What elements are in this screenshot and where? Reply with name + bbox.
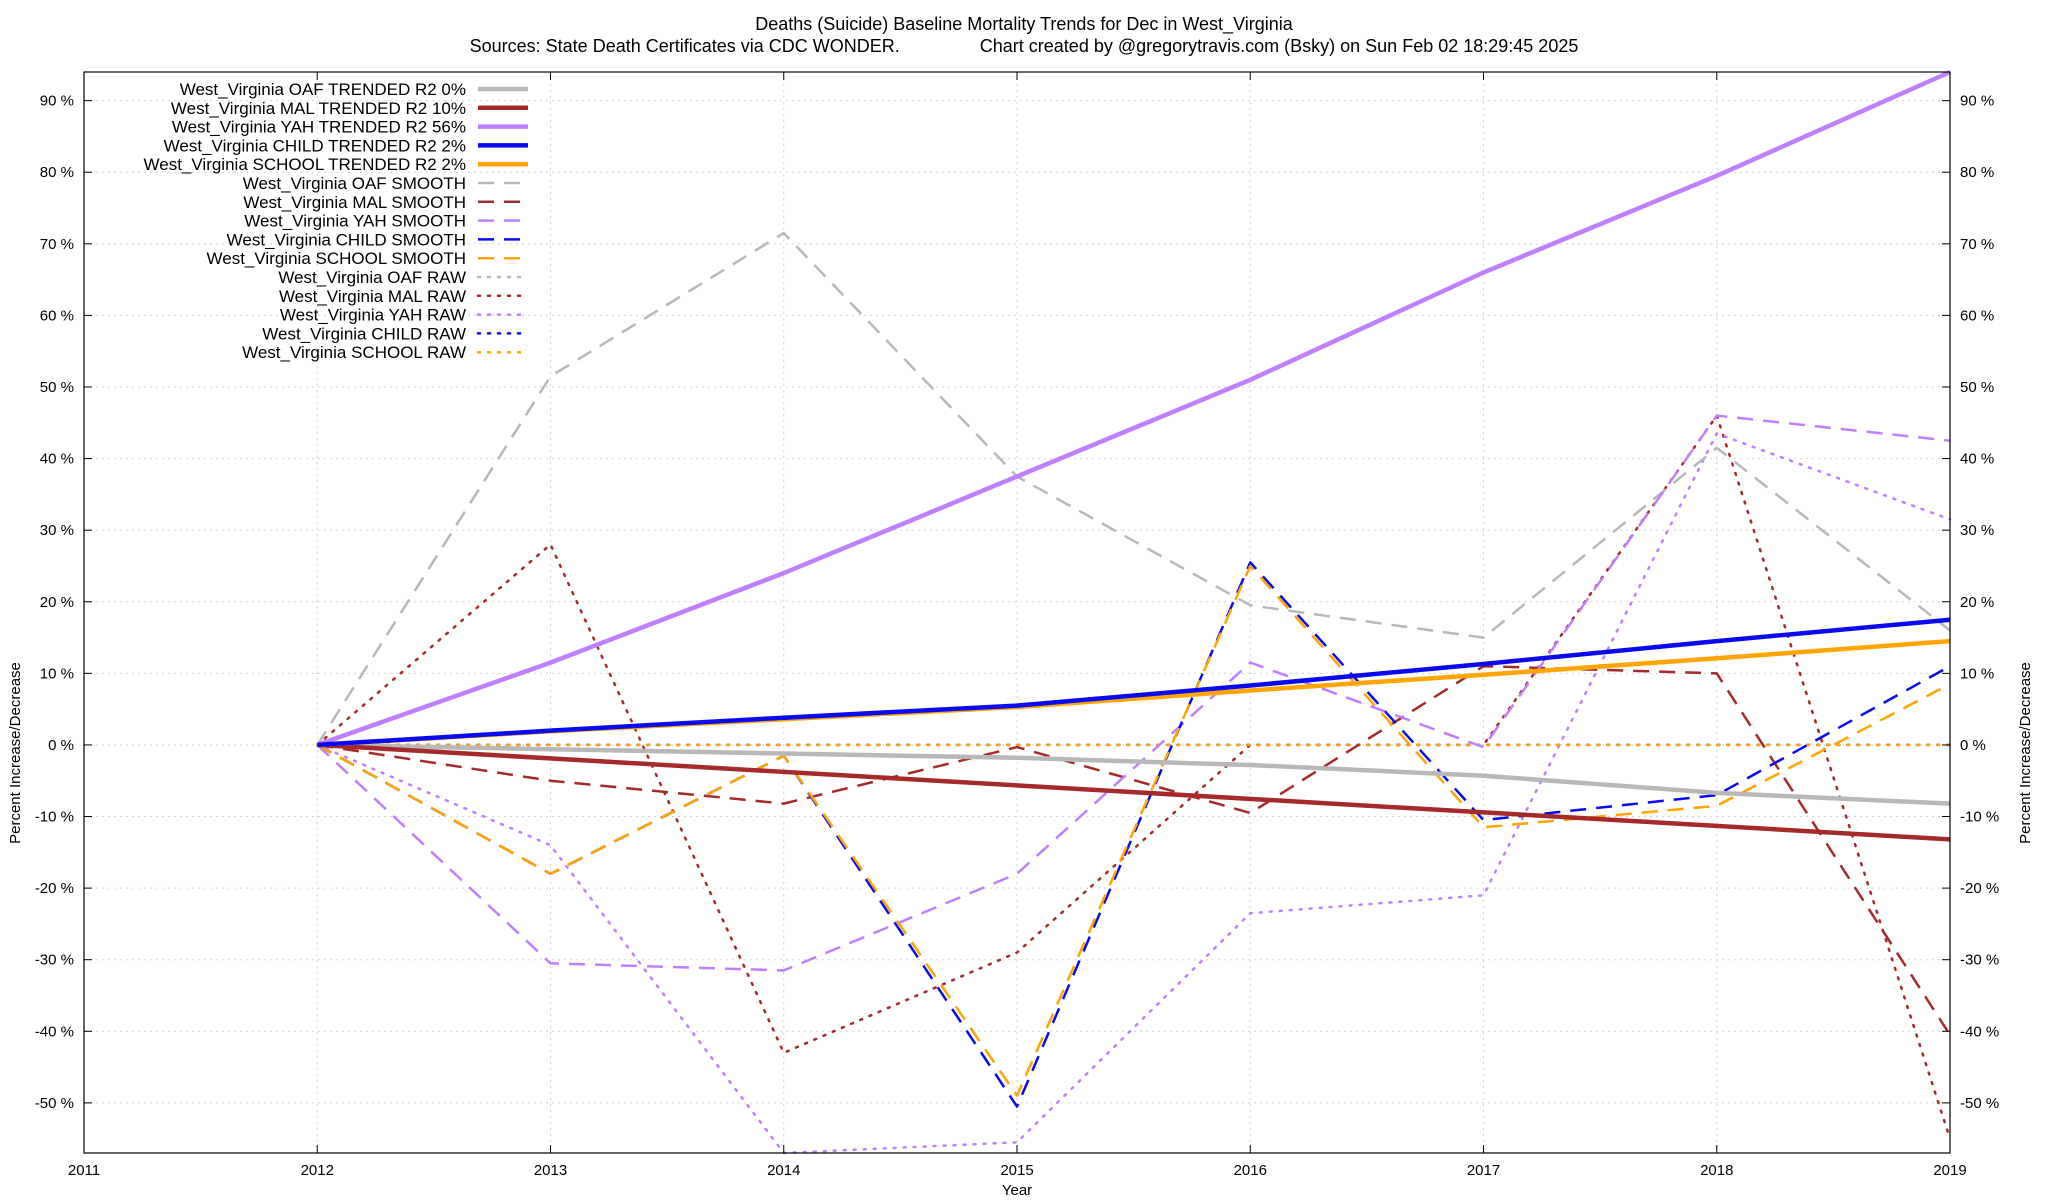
- plot-series: [316, 69, 1952, 1155]
- y2-tick-label: 90 %: [1960, 93, 1994, 110]
- y2-tick-label: 80 %: [1960, 164, 1994, 181]
- legend-label: West_Virginia CHILD SMOOTH: [227, 230, 466, 249]
- legend-label: West_Virginia SCHOOL SMOOTH: [207, 249, 466, 268]
- y-tick-label: 40 %: [40, 451, 74, 468]
- legend-label: West_Virginia OAF SMOOTH: [243, 174, 466, 193]
- chart-title: Deaths (Suicide) Baseline Mortality Tren…: [755, 14, 1294, 35]
- legend-label: West_Virginia CHILD TRENDED R2 2%: [164, 136, 466, 155]
- y-tick-label: 50 %: [40, 379, 74, 396]
- y-tick-label: -20 %: [35, 880, 74, 897]
- legend-label: West_Virginia MAL RAW: [279, 287, 466, 306]
- y2-tick-label: 10 %: [1960, 665, 1994, 682]
- y-tick-label: -30 %: [35, 952, 74, 969]
- legend-label: West_Virginia MAL TRENDED R2 10%: [171, 99, 466, 118]
- series-line-child-trended: [317, 617, 1951, 748]
- y2-tick-label: 50 %: [1960, 379, 1994, 396]
- y2-tick-label: 30 %: [1960, 522, 1994, 539]
- y2-tick-label: 20 %: [1960, 594, 1994, 611]
- y2-tick-label: 0 %: [1960, 737, 1986, 754]
- series-line-yah-smooth: [316, 414, 1951, 972]
- legend-label: West_Virginia SCHOOL RAW: [242, 343, 466, 362]
- series-line-mal-raw: [316, 414, 1952, 1140]
- y-tick-label: -10 %: [35, 809, 74, 826]
- y-axis-label: Percent Increase/Decrease: [7, 662, 24, 844]
- y-tick-label: -40 %: [35, 1023, 74, 1040]
- legend-label: West_Virginia YAH SMOOTH: [244, 212, 466, 231]
- legend-label: West_Virginia OAF RAW: [278, 268, 466, 287]
- x-tick-label: 2014: [767, 1162, 800, 1179]
- legend: West_Virginia OAF TRENDED R2 0%West_Virg…: [144, 80, 530, 362]
- legend-label: West_Virginia OAF TRENDED R2 0%: [180, 80, 466, 99]
- x-tick-label: 2013: [534, 1162, 567, 1179]
- legend-label: West_Virginia YAH TRENDED R2 56%: [172, 118, 466, 137]
- x-tick-label: 2012: [301, 1162, 334, 1179]
- series-line-school-smooth: [316, 564, 1951, 1097]
- y-tick-label: 20 %: [40, 594, 74, 611]
- y-tick-label: 10 %: [40, 665, 74, 682]
- legend-label: West_Virginia YAH RAW: [280, 306, 466, 325]
- y-tick-label: 80 %: [40, 164, 74, 181]
- y2-tick-label: 40 %: [1960, 451, 1994, 468]
- x-tick-label: 2016: [1234, 1162, 1267, 1179]
- y2-tick-label: -20 %: [1960, 880, 1999, 897]
- y-tick-label: 30 %: [40, 522, 74, 539]
- legend-label: West_Virginia CHILD RAW: [262, 324, 466, 343]
- y2-tick-label: -50 %: [1960, 1095, 1999, 1112]
- chart-subtitle: Sources: State Death Certificates via CD…: [470, 36, 1579, 56]
- axis-ticks: 2011 2012 2013 2014 2015 2016 2017 2018 2019 -50 …: [35, 72, 1999, 1179]
- x-tick-label: 2011: [68, 1162, 100, 1179]
- x-tick-label: 2017: [1467, 1162, 1500, 1179]
- series-line-mal-trended: [317, 742, 1951, 842]
- x-tick-label: 2018: [1700, 1162, 1733, 1179]
- y-tick-label: 60 %: [40, 307, 74, 324]
- y-tick-label: 0 %: [48, 737, 74, 754]
- legend-label: West_Virginia MAL SMOOTH: [243, 193, 466, 212]
- x-axis-label: Year: [1002, 1182, 1032, 1199]
- y-tick-label: 70 %: [40, 236, 74, 253]
- series-line-yah-trended: [316, 69, 1951, 748]
- series-line-child-smooth: [316, 561, 1951, 1108]
- y2-tick-label: 70 %: [1960, 236, 1994, 253]
- series-line-mal-smooth: [317, 664, 1952, 1036]
- y2-tick-label: 60 %: [1960, 307, 1994, 324]
- y-tick-label: 90 %: [40, 93, 74, 110]
- x-tick-label: 2015: [1000, 1162, 1033, 1179]
- y2-tick-label: -40 %: [1960, 1023, 1999, 1040]
- series-line-oaf-smooth: [316, 231, 1951, 746]
- y-tick-label: -50 %: [35, 1095, 74, 1112]
- series-line-oaf-trended: [317, 742, 1951, 806]
- y2-axis-label: Percent Increase/Decrease: [2017, 662, 2034, 844]
- y2-tick-label: -30 %: [1960, 952, 1999, 969]
- x-tick-label: 2019: [1933, 1162, 1966, 1179]
- y2-tick-label: -10 %: [1960, 809, 1999, 826]
- legend-label: West_Virginia SCHOOL TRENDED R2 2%: [144, 155, 466, 174]
- grid-lines: [83, 72, 1951, 1153]
